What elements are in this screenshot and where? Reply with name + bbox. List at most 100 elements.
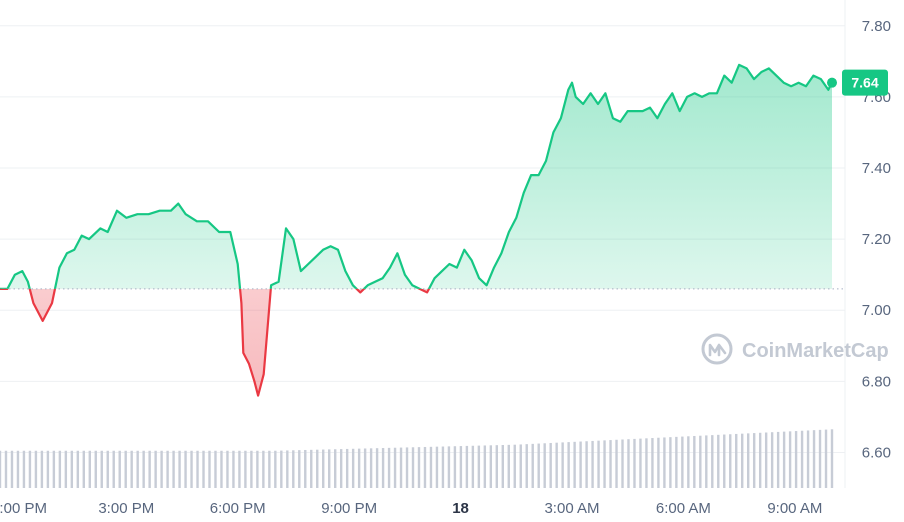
volume-bar: [316, 449, 319, 488]
volume-bar: [573, 441, 576, 488]
volume-bar: [549, 442, 552, 488]
volume-bar: [423, 446, 427, 488]
volume-bar: [184, 450, 187, 488]
volume-bar: [525, 444, 528, 488]
volume-bar: [603, 440, 606, 488]
volume-bar: [735, 433, 738, 488]
volume-bar: [82, 450, 85, 488]
volume-bar: [292, 450, 295, 488]
volume-bar: [812, 430, 816, 488]
volume-bar: [345, 448, 349, 488]
volume-bar: [788, 431, 792, 488]
volume-bar: [220, 450, 223, 488]
x-tick-label: 3:00 AM: [544, 500, 599, 517]
volume-bar: [393, 447, 397, 488]
x-tick-label: 9:00 AM: [767, 500, 822, 517]
volume-bar: [190, 450, 193, 488]
volume-bar: [40, 450, 44, 488]
volume-bar: [441, 446, 445, 488]
volume-bar: [328, 449, 331, 488]
volume-bar: [633, 438, 636, 488]
volume-bar: [118, 450, 121, 488]
y-tick-label: 6.80: [862, 373, 891, 390]
volume-bar: [399, 447, 403, 488]
volume-bar: [154, 450, 157, 488]
volume-bar: [250, 450, 253, 488]
volume-bar: [298, 450, 301, 488]
volume-bar: [232, 450, 235, 488]
volume-bar: [322, 449, 325, 488]
volume-bar: [238, 450, 241, 488]
volume-bar: [339, 449, 343, 488]
watermark-brand-text: CoinMarketCap: [742, 340, 889, 362]
x-tick-label: 3:00 PM: [98, 500, 154, 517]
x-tick-label: 9:00 PM: [321, 500, 377, 517]
x-axis: 12:00 PM 3:00 PM 6:00 PM 9:00 PM 18 3:00 AM 6:…: [0, 500, 822, 517]
volume-bar: [435, 446, 439, 488]
volume-bar: [764, 432, 768, 488]
volume-bar: [202, 450, 205, 488]
volume-bar: [782, 431, 786, 488]
volume-bar: [663, 437, 666, 488]
volume-bar: [375, 448, 379, 488]
volume-bar: [747, 433, 750, 488]
volume-bar: [477, 445, 481, 488]
x-tick-label: 6:00 PM: [210, 500, 266, 517]
volume-bar: [160, 450, 163, 488]
volume-bar: [64, 450, 68, 488]
volume-bar: [561, 442, 564, 488]
volume-bar: [693, 435, 696, 488]
y-tick-label: 7.40: [862, 160, 891, 177]
volume-bar: [172, 450, 175, 488]
volume-bar: [357, 448, 361, 488]
volume-bar: [52, 450, 56, 488]
area-above-baseline: [7, 64, 832, 289]
volume-bar: [513, 444, 516, 488]
volume-bar: [519, 444, 522, 488]
volume-bars: [0, 429, 834, 488]
volume-bar: [483, 445, 487, 488]
volume-bar: [88, 450, 91, 488]
last-price-dot: [827, 77, 837, 88]
volume-bar: [136, 450, 139, 488]
volume-bar: [351, 448, 355, 488]
volume-bar: [681, 436, 684, 488]
volume-bar: [148, 450, 151, 488]
volume-bar: [70, 450, 74, 488]
volume-bar: [112, 450, 115, 488]
volume-bar: [381, 448, 385, 488]
volume-bar: [268, 450, 271, 488]
volume-bar: [387, 447, 391, 488]
volume-bar: [806, 430, 810, 488]
volume-bar: [758, 432, 762, 488]
coinmarketcap-logo-icon: [701, 333, 733, 365]
volume-bar: [4, 450, 8, 488]
volume-bar: [166, 450, 169, 488]
volume-bar: [723, 434, 726, 488]
volume-bar: [471, 445, 475, 488]
volume-bar: [794, 431, 798, 488]
volume-bar: [405, 447, 409, 488]
volume-bar: [501, 445, 504, 488]
volume-bar: [106, 450, 109, 488]
y-tick-label: 7.00: [862, 302, 891, 319]
volume-bar: [639, 438, 642, 488]
volume-bar: [0, 450, 2, 488]
volume-bar: [262, 450, 265, 488]
volume-bar: [10, 450, 14, 488]
volume-bar: [543, 443, 546, 488]
volume-bar: [657, 437, 660, 488]
volume-bar: [507, 444, 510, 488]
volume-bar: [363, 448, 367, 488]
y-tick-label: 6.60: [862, 444, 891, 461]
volume-bar: [196, 450, 199, 488]
volume-bar: [280, 450, 283, 488]
price-line-up: [0, 63, 833, 289]
volume-bar: [776, 431, 780, 488]
volume-bar: [818, 429, 822, 488]
volume-bar: [729, 434, 732, 488]
y-tick-label: 7.20: [862, 231, 891, 248]
volume-bar: [531, 443, 534, 488]
volume-bar: [130, 450, 133, 488]
